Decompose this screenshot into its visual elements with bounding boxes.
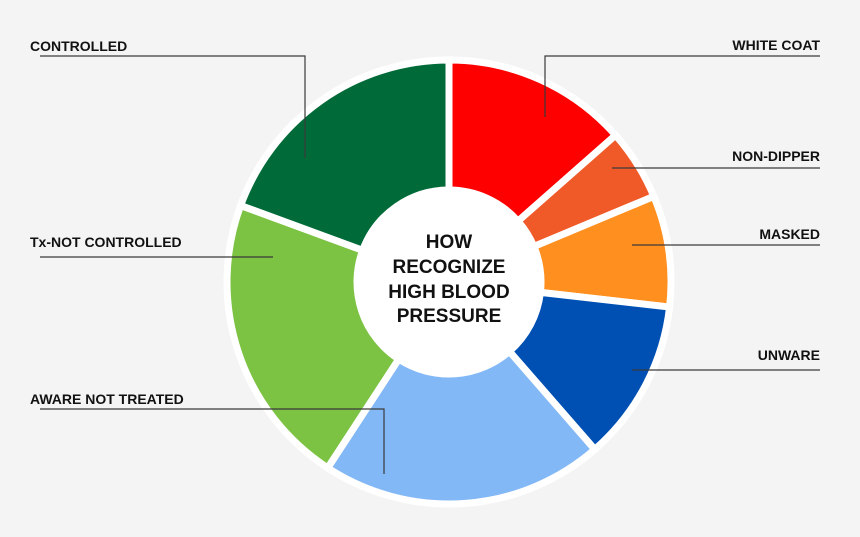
leader-line-aware-not-treated: [40, 408, 385, 474]
callout-labels: WHITE COAT NON-DIPPER MASKED UNWARE AWARE NO…: [30, 37, 820, 407]
label-white-coat: WHITE COAT: [732, 37, 820, 53]
center-label-line-4: PRESSURE: [397, 306, 502, 327]
label-tx-not-controlled: Tx-NOT CONTROLLED: [30, 234, 182, 250]
label-unware: UNWARE: [758, 347, 820, 363]
callout-leaders: [40, 55, 820, 474]
donut-slices: [223, 56, 675, 508]
center-label-line-3: HIGH BLOOD: [388, 282, 509, 303]
leader-line-white-coat: [544, 55, 820, 117]
leader-line-controlled: [40, 55, 306, 158]
label-non-dipper: NON-DIPPER: [732, 148, 820, 164]
donut-hole: [357, 190, 541, 374]
label-aware-not-treated: AWARE NOT TREATED: [30, 391, 184, 407]
label-masked: MASKED: [759, 226, 820, 242]
center-label: HOW RECOGNIZE HIGH BLOOD PRESSURE: [388, 232, 509, 327]
center-label-line-1: HOW: [426, 232, 473, 253]
label-controlled: CONTROLLED: [30, 38, 127, 54]
center-label-line-2: RECOGNIZE: [393, 257, 506, 278]
